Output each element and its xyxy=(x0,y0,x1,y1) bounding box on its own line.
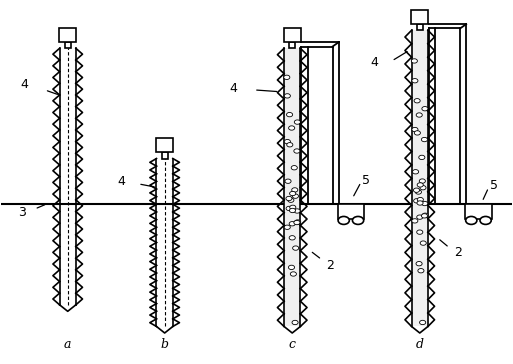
Circle shape xyxy=(284,225,290,229)
Circle shape xyxy=(417,230,423,234)
Bar xyxy=(338,204,364,219)
Bar xyxy=(284,48,301,327)
Text: 4: 4 xyxy=(370,56,378,69)
Circle shape xyxy=(422,107,428,111)
Circle shape xyxy=(286,112,292,117)
Circle shape xyxy=(294,220,300,225)
Bar xyxy=(59,28,76,42)
Circle shape xyxy=(420,241,426,245)
Circle shape xyxy=(294,149,300,153)
Circle shape xyxy=(289,236,295,240)
Text: d: d xyxy=(416,338,424,351)
Text: 4: 4 xyxy=(117,175,125,189)
Circle shape xyxy=(422,201,428,206)
Circle shape xyxy=(289,208,295,213)
Bar xyxy=(411,30,428,327)
Circle shape xyxy=(416,190,422,194)
Circle shape xyxy=(480,217,491,225)
Text: 3: 3 xyxy=(18,206,26,219)
Circle shape xyxy=(422,213,428,217)
Circle shape xyxy=(288,198,294,202)
Text: a: a xyxy=(64,338,71,351)
Bar xyxy=(417,24,423,30)
Circle shape xyxy=(294,220,301,224)
Circle shape xyxy=(285,179,291,183)
Circle shape xyxy=(412,79,418,83)
Circle shape xyxy=(413,199,420,203)
Circle shape xyxy=(416,261,422,266)
Text: 5: 5 xyxy=(490,179,498,192)
Bar xyxy=(289,42,295,48)
Circle shape xyxy=(290,205,296,210)
Bar xyxy=(411,10,428,24)
Circle shape xyxy=(294,209,300,213)
Circle shape xyxy=(413,188,420,193)
Circle shape xyxy=(421,137,427,142)
Bar xyxy=(65,42,71,48)
Circle shape xyxy=(412,127,418,132)
Circle shape xyxy=(292,246,299,250)
Bar xyxy=(284,28,301,42)
Circle shape xyxy=(290,272,297,276)
Circle shape xyxy=(417,215,423,219)
Circle shape xyxy=(292,320,298,325)
Circle shape xyxy=(412,170,419,174)
Bar xyxy=(162,152,168,158)
Circle shape xyxy=(417,201,423,205)
Circle shape xyxy=(421,214,427,218)
Circle shape xyxy=(289,222,295,226)
Circle shape xyxy=(338,217,349,225)
Circle shape xyxy=(291,166,298,170)
Circle shape xyxy=(289,126,295,130)
Circle shape xyxy=(286,196,292,201)
Circle shape xyxy=(284,94,290,98)
Bar xyxy=(465,204,492,219)
Circle shape xyxy=(419,155,425,159)
Circle shape xyxy=(290,191,295,196)
Circle shape xyxy=(284,75,290,79)
Circle shape xyxy=(414,99,420,103)
Circle shape xyxy=(417,183,423,187)
Circle shape xyxy=(420,186,426,190)
Circle shape xyxy=(284,139,290,144)
Circle shape xyxy=(418,269,424,273)
Bar xyxy=(156,138,173,152)
Circle shape xyxy=(412,219,418,223)
Text: 4: 4 xyxy=(21,78,28,91)
Circle shape xyxy=(416,113,422,117)
Circle shape xyxy=(292,194,299,198)
Circle shape xyxy=(287,143,293,147)
Circle shape xyxy=(411,59,418,63)
Circle shape xyxy=(352,217,364,225)
Text: 5: 5 xyxy=(362,174,370,187)
Circle shape xyxy=(415,131,421,135)
Circle shape xyxy=(286,206,292,211)
Circle shape xyxy=(288,265,294,270)
Circle shape xyxy=(292,188,298,192)
Text: c: c xyxy=(289,338,295,351)
Text: b: b xyxy=(161,338,169,351)
Circle shape xyxy=(420,320,426,325)
Circle shape xyxy=(294,120,301,124)
Text: 2: 2 xyxy=(454,246,462,259)
Circle shape xyxy=(466,217,477,225)
Circle shape xyxy=(417,198,423,202)
Text: 2: 2 xyxy=(327,258,334,272)
Circle shape xyxy=(419,179,425,183)
Text: 4: 4 xyxy=(230,82,238,95)
